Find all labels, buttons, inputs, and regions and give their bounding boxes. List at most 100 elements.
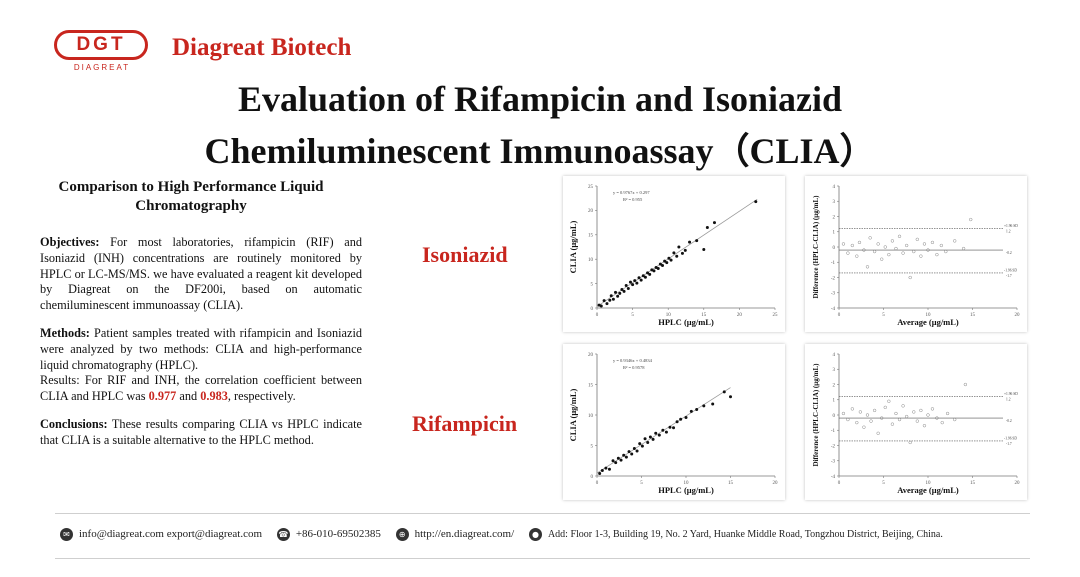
y-tick-label: 3 xyxy=(833,200,836,205)
data-point xyxy=(711,402,715,406)
data-point xyxy=(857,240,862,245)
data-point xyxy=(855,420,859,425)
data-point xyxy=(611,459,615,463)
data-point xyxy=(648,272,652,276)
data-point xyxy=(922,424,927,428)
data-point xyxy=(897,417,902,422)
x-tick-label: 20 xyxy=(773,481,779,486)
limit-line-label: +1.96 SD xyxy=(1004,392,1018,396)
y-tick-label: 0 xyxy=(833,246,836,251)
rifampicin-label: Rifampicin xyxy=(412,411,518,436)
data-point xyxy=(908,275,912,280)
y-tick-label: 2 xyxy=(833,215,836,220)
data-point xyxy=(672,251,676,255)
y-tick-label: -4 xyxy=(831,475,836,480)
data-point xyxy=(872,249,877,254)
x-tick-label: 20 xyxy=(1015,481,1021,486)
x-tick-label: 10 xyxy=(666,313,672,318)
data-point xyxy=(620,287,624,291)
rif-regression-chart: 0 5 10 15 20 0 5 10 15 20 HPLC (μg/mL) CLIA (μg/mL)… xyxy=(568,353,779,495)
data-point xyxy=(654,431,658,435)
limit-line-value: -1.7 xyxy=(1006,442,1012,446)
data-point xyxy=(915,237,919,242)
data-point xyxy=(648,435,652,439)
regression-line xyxy=(596,198,758,307)
email-text[interactable]: info@diagreat.com export@diagreat.com xyxy=(79,528,263,541)
conclusions-paragraph: Conclusions: These results comparing CLI… xyxy=(40,417,362,449)
footer-address: ● Add: Floor 1-3, Building 19, No. 2 Yard… xyxy=(528,528,943,541)
x-tick-label: 0 xyxy=(596,313,599,318)
x-tick-label: 20 xyxy=(1015,313,1021,318)
data-point xyxy=(872,408,877,413)
data-point xyxy=(607,467,611,471)
data-point xyxy=(665,261,669,265)
data-point xyxy=(627,450,631,454)
data-point xyxy=(640,444,644,448)
data-point xyxy=(846,417,850,422)
data-point xyxy=(664,430,668,434)
data-point xyxy=(609,294,613,298)
data-point xyxy=(855,254,859,258)
y-tick-label: 5 xyxy=(591,444,594,449)
correlation-rif: 0.977 xyxy=(148,389,177,404)
chart-panel-rif-bland-altman: 0 5 10 15 20 -4 -3 -2 -1 0 1 2 3 4 Average (μg/mL) Diff… xyxy=(805,344,1027,500)
data-point xyxy=(850,407,854,411)
footer-divider-bottom xyxy=(55,558,1030,559)
results-text: Results: For RIF and INH, the correlatio… xyxy=(40,373,362,404)
data-point xyxy=(926,413,930,417)
x-tick-label: 5 xyxy=(640,481,643,486)
body-text: Objectives: For most laboratories, rifam… xyxy=(40,235,362,461)
globe-icon: ⊕ xyxy=(395,528,409,541)
y-tick-label: 1 xyxy=(833,399,836,404)
data-point xyxy=(869,419,873,423)
limit-line-label: -1.96 SD xyxy=(1004,436,1017,440)
data-point xyxy=(912,249,916,254)
company-logo: DGT DIAGREAT xyxy=(52,30,152,76)
data-point xyxy=(862,425,866,429)
data-point xyxy=(616,456,620,460)
data-point xyxy=(602,299,606,303)
data-point xyxy=(667,256,671,260)
y-tick-label: 4 xyxy=(833,185,836,190)
data-point xyxy=(722,390,726,394)
data-point xyxy=(858,410,863,414)
phone-icon: ☎ xyxy=(276,528,290,541)
data-point xyxy=(616,294,620,298)
data-point xyxy=(961,246,966,251)
x-tick-label: 15 xyxy=(970,313,976,318)
data-point xyxy=(922,242,927,246)
data-point xyxy=(637,276,641,280)
inh-regression-chart: 0 5 10 15 20 25 0 5 10 15 20 25 HPLC (μg/mL) CLIA (μg… xyxy=(568,185,778,327)
data-point xyxy=(887,252,891,257)
footer-website: ⊕ http://en.diagreat.com/ xyxy=(395,528,515,541)
data-point xyxy=(639,278,643,282)
y-tick-label: -2 xyxy=(831,276,836,281)
data-point xyxy=(953,417,957,422)
limit-line-label: -1.96 SD xyxy=(1004,268,1017,272)
y-tick-label: 0 xyxy=(591,475,594,480)
data-point xyxy=(883,245,887,249)
data-point xyxy=(657,433,661,437)
y-tick-label: 25 xyxy=(588,185,594,190)
data-point xyxy=(695,408,699,412)
data-point xyxy=(850,243,854,248)
data-point xyxy=(883,405,887,410)
y-tick-label: 20 xyxy=(588,209,594,214)
chart-panel-rif-regression: 0 5 10 15 20 0 5 10 15 20 HPLC (μg/mL) CLIA (μg/mL)… xyxy=(563,344,785,500)
y-tick-label: -2 xyxy=(831,444,836,449)
data-point xyxy=(663,259,667,263)
data-point xyxy=(641,274,645,278)
data-point xyxy=(919,408,923,413)
data-point xyxy=(940,420,944,425)
data-point xyxy=(668,425,672,429)
location-pin-icon: ● xyxy=(528,528,542,541)
footer-contact-bar: ✉ info@diagreat.com export@diagreat.com ☎… xyxy=(60,528,955,541)
website-link[interactable]: http://en.diagreat.com/ xyxy=(414,528,515,541)
data-point xyxy=(912,410,916,414)
data-point xyxy=(890,239,895,243)
data-point xyxy=(901,404,905,408)
x-tick-label: 5 xyxy=(882,481,885,486)
data-point xyxy=(684,415,688,419)
y-axis-title: Difference (HPLC-CLIA) (μg/mL) xyxy=(812,363,820,467)
y-tick-label: 4 xyxy=(833,353,836,358)
